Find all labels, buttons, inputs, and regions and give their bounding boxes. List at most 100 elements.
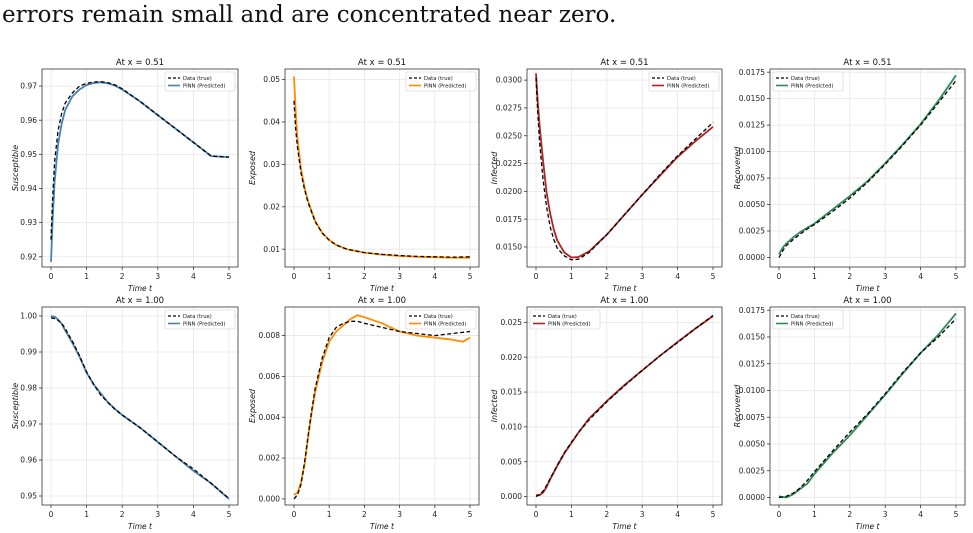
chart-title: At x = 1.00 <box>358 296 406 306</box>
x-tick-label: 5 <box>468 272 473 281</box>
x-tick-label: 2 <box>362 510 367 519</box>
legend: Data (true) PINN (Predicted) <box>405 309 477 330</box>
x-axis-label: Time t <box>128 284 153 293</box>
y-tick-label: 0.0025 <box>739 227 765 236</box>
x-tick-label: 0 <box>534 272 539 281</box>
y-tick-label: 0.02 <box>263 202 280 211</box>
y-tick-label: 0.0175 <box>739 306 765 315</box>
x-tick-label: 4 <box>432 510 437 519</box>
series-line-true <box>778 318 957 499</box>
y-tick-label: 0.98 <box>20 384 37 393</box>
y-tick-label: 0.000 <box>259 494 281 503</box>
y-tick-label: 0.0150 <box>739 333 765 342</box>
legend-label-predicted: PINN (Predicted) <box>183 84 225 90</box>
x-tick-label: 0 <box>777 272 782 281</box>
x-tick-label: 3 <box>640 510 645 519</box>
x-tick-label: 0 <box>777 510 782 519</box>
y-tick-label: 0.0050 <box>739 200 765 209</box>
x-tick-label: 0 <box>49 272 54 281</box>
chart-panel-4: 0 1 2 3 4 5 0.0000 0.0025 0.0050 0.0075 0.0100 0.01… <box>733 58 966 293</box>
x-tick-label: 4 <box>191 272 196 281</box>
chart-panel-3: 0 1 2 3 4 5 0.0150 0.0175 0.0200 0.0225 0.0250 0.02… <box>490 58 723 293</box>
y-tick-label: 0.0125 <box>739 121 765 130</box>
legend-box <box>164 71 236 92</box>
x-tick-label: 5 <box>227 510 232 519</box>
series-line-true <box>50 80 230 240</box>
x-tick-label: 2 <box>847 272 852 281</box>
x-tick-label: 0 <box>534 510 539 519</box>
y-tick-label: 0.95 <box>20 150 37 159</box>
x-tick-label: 3 <box>397 510 402 519</box>
legend: Data (true) PINN (Predicted) <box>772 71 844 92</box>
x-tick-label: 1 <box>84 272 89 281</box>
legend: Data (true) PINN (Predicted) <box>772 309 844 330</box>
x-axis-label: Time t <box>856 284 881 293</box>
x-tick-label: 0 <box>292 510 297 519</box>
legend-label-true: Data (true) <box>667 76 696 82</box>
y-tick-label: 0.0175 <box>496 215 522 224</box>
y-tick-label: 0.005 <box>501 457 523 466</box>
legend-box <box>405 71 477 92</box>
y-tick-label: 0.0275 <box>496 104 522 113</box>
x-tick-label: 4 <box>432 272 437 281</box>
y-tick-label: 0.96 <box>20 456 37 465</box>
chart-title: At x = 0.51 <box>358 58 406 68</box>
legend-box <box>772 309 844 330</box>
chart-panel-7: 0 1 2 3 4 5 0.000 0.005 0.010 0.015 0.020 0.025 At x… <box>490 296 723 531</box>
legend-label-true: Data (true) <box>424 76 453 82</box>
x-tick-label: 1 <box>812 510 817 519</box>
series-line-true <box>535 314 714 498</box>
legend-label-true: Data (true) <box>791 76 820 82</box>
plot-frame <box>769 68 966 268</box>
y-tick-label: 0.008 <box>259 331 281 340</box>
legend: Data (true) PINN (Predicted) <box>164 309 236 330</box>
y-tick-label: 0.95 <box>20 492 37 501</box>
legend-box <box>648 71 720 92</box>
legend-label-true: Data (true) <box>183 76 212 82</box>
legend-box <box>529 309 601 330</box>
legend-label-predicted: PINN (Predicted) <box>548 322 590 328</box>
x-tick-label: 3 <box>883 510 888 519</box>
legend-label-predicted: PINN (Predicted) <box>183 322 225 328</box>
y-axis-label: Infected <box>490 151 499 185</box>
y-tick-label: 0.0200 <box>496 187 522 196</box>
legend-label-true: Data (true) <box>424 314 453 320</box>
legend-label-predicted: PINN (Predicted) <box>667 84 709 90</box>
y-tick-label: 0.0125 <box>739 359 765 368</box>
y-tick-label: 0.0025 <box>739 466 765 475</box>
legend-label-predicted: PINN (Predicted) <box>791 322 833 328</box>
series-line-true <box>50 317 230 499</box>
chart-panel-2: 0 1 2 3 4 5 0.01 0.02 0.03 0.04 0.05 At x = 0.51 Tim… <box>248 58 480 293</box>
legend: Data (true) PINN (Predicted) <box>164 71 236 92</box>
x-axis-label: Time t <box>128 522 153 531</box>
series-line-predicted <box>293 314 471 496</box>
chart-title: At x = 1.00 <box>843 296 891 306</box>
y-tick-label: 0.05 <box>263 75 280 84</box>
x-tick-label: 4 <box>675 272 680 281</box>
y-tick-label: 0.99 <box>20 348 37 357</box>
y-tick-label: 0.0075 <box>739 174 765 183</box>
series-line-predicted <box>50 81 230 262</box>
y-axis-label: Exposed <box>248 388 257 423</box>
y-tick-label: 0.0100 <box>739 386 765 395</box>
x-axis-label: Time t <box>370 522 395 531</box>
series-line-predicted <box>535 73 714 259</box>
series-line-true <box>778 80 957 258</box>
y-tick-label: 0.96 <box>20 116 37 125</box>
y-tick-label: 0.01 <box>263 245 280 254</box>
plot-frame <box>284 306 480 506</box>
y-tick-label: 0.004 <box>259 413 281 422</box>
x-tick-label: 3 <box>640 272 645 281</box>
legend-label-true: Data (true) <box>548 314 577 320</box>
chart-title: At x = 0.51 <box>116 58 164 68</box>
y-tick-label: 0.93 <box>20 218 37 227</box>
x-tick-label: 2 <box>120 272 125 281</box>
y-tick-label: 0.025 <box>501 318 523 327</box>
chart-panel-6: 0 1 2 3 4 5 0.000 0.002 0.004 0.006 0.008 At x = 1.… <box>248 296 480 531</box>
y-axis-label: Recovered <box>733 384 742 428</box>
x-tick-label: 1 <box>569 272 574 281</box>
chart-panel-1: 0 1 2 3 4 5 0.92 0.93 0.94 0.95 0.96 0.97 At x = 0.5… <box>11 58 239 293</box>
series-line-predicted <box>778 74 957 255</box>
y-tick-label: 0.0050 <box>739 440 765 449</box>
plot-frame <box>284 68 480 268</box>
